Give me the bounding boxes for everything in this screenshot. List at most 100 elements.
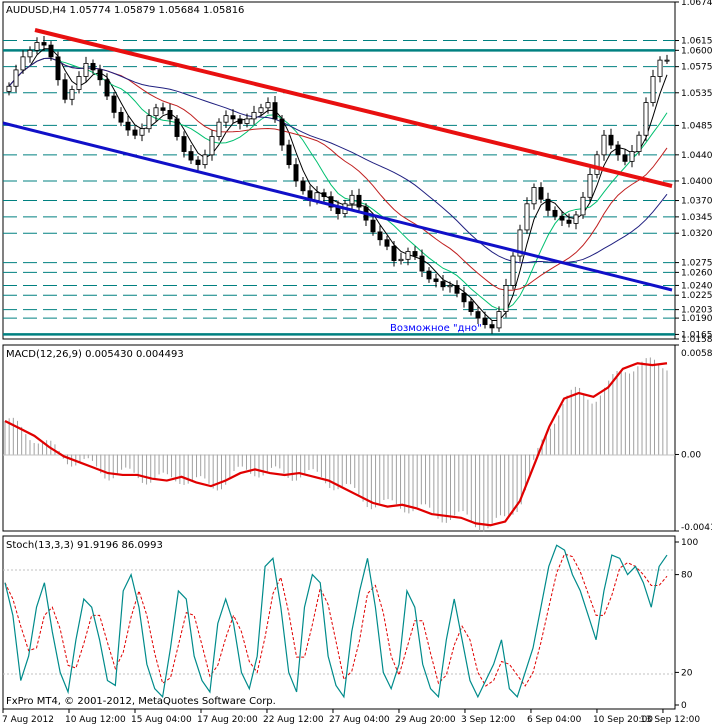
- stoch-main-line: [4, 544, 668, 699]
- stoch-tick-label: 80: [681, 571, 693, 581]
- bear-candle: [181, 136, 187, 152]
- macd-tick-label: 0.00588: [681, 349, 712, 359]
- copyright: FxPro MT4, © 2001-2012, MetaQuotes Softw…: [6, 696, 276, 707]
- bull-candle: [587, 174, 593, 198]
- bear-candle: [622, 154, 628, 162]
- bear-candle: [391, 245, 397, 262]
- bear-candle: [62, 79, 68, 100]
- price-tick-label: 1.06740: [681, 0, 712, 8]
- bull-candle: [258, 107, 264, 113]
- bear-candle: [279, 118, 285, 146]
- bear-candle: [125, 121, 131, 131]
- bull-candle: [664, 59, 670, 62]
- price-tick-label: 1.03700: [681, 197, 712, 207]
- bull-candle: [447, 285, 453, 288]
- bull-candle: [657, 59, 663, 77]
- price-tick-label: 1.02750: [681, 259, 712, 269]
- bear-candle: [272, 102, 278, 120]
- time-axis: 7 Aug 2012 10 Aug 12:00 15 Aug 04:00 17 Aug…: [2, 709, 700, 725]
- bull-candle: [510, 255, 516, 286]
- bear-candle: [48, 44, 54, 58]
- bull-candle: [251, 111, 257, 120]
- bottom-annotation: Возможное "дно": [390, 323, 482, 334]
- bear-candle: [370, 219, 376, 233]
- bull-candle: [531, 187, 537, 205]
- macd-tick-label: -0.00411: [681, 523, 712, 533]
- bear-candle: [468, 301, 474, 312]
- time-tick-label: 15 Aug 04:00: [131, 715, 192, 725]
- stoch-header: Stoch(13,3,3) 91.9196 86.0993: [6, 540, 163, 551]
- bull-candle: [650, 76, 656, 103]
- bull-candle: [209, 136, 215, 156]
- bear-candle: [475, 311, 481, 319]
- price-grid: [3, 40, 675, 336]
- bear-candle: [195, 159, 201, 166]
- bear-candle: [377, 231, 383, 241]
- bear-candle: [566, 219, 572, 224]
- bear-candle: [111, 95, 117, 113]
- support-trendline: [2, 121, 673, 292]
- price-tick-label: 1.03450: [681, 213, 712, 223]
- bull-candle: [265, 102, 271, 109]
- price-tick-label: 1.05750: [681, 63, 712, 73]
- stoch-tick-label: 0: [681, 701, 687, 711]
- price-tick-label: 1.02600: [681, 268, 712, 278]
- price-tick-label: 1.04400: [681, 151, 712, 161]
- bull-candle: [244, 118, 250, 124]
- bull-candle: [34, 42, 40, 51]
- stoch-signal-line: [4, 553, 668, 687]
- stoch-panel: Stoch(13,3,3) 91.9196 86.0993 FxPro MT4,…: [2, 535, 698, 711]
- bear-candle: [90, 62, 96, 71]
- bull-candle: [629, 151, 635, 162]
- macd-panel-frame: [2, 344, 676, 532]
- bull-candle: [349, 194, 355, 205]
- candles: [6, 35, 670, 334]
- bear-candle: [132, 129, 138, 136]
- bear-candle: [321, 192, 327, 198]
- bull-candle: [517, 229, 523, 257]
- main-header: AUDUSD,H4 1.05774 1.05879 1.05684 1.0581…: [6, 5, 244, 16]
- macd-signal-line: [4, 362, 668, 527]
- bear-candle: [356, 194, 362, 208]
- time-tick-label: 6 Sep 04:00: [527, 715, 582, 725]
- bear-candle: [55, 56, 61, 81]
- price-tick-label: 1.05350: [681, 89, 712, 99]
- time-tick-label: 27 Aug 04:00: [329, 715, 390, 725]
- macd-header: MACD(12,26,9) 0.005430 0.004493: [6, 349, 184, 360]
- bear-candle: [160, 107, 166, 111]
- bear-candle: [188, 151, 194, 161]
- price-tick-label: 1.01580: [681, 335, 712, 345]
- bull-candle: [153, 107, 159, 117]
- price-tick-label: 1.04000: [681, 177, 712, 187]
- main-price-panel: AUDUSD,H4 1.05774 1.05879 1.05684 1.0581…: [2, 0, 712, 345]
- bull-candle: [13, 69, 19, 87]
- bear-candle: [328, 196, 334, 208]
- time-tick-label: 7 Aug 2012: [2, 715, 54, 725]
- bear-candle: [552, 209, 558, 217]
- bear-candle: [433, 278, 439, 282]
- bull-candle: [524, 203, 530, 231]
- bear-candle: [230, 115, 236, 120]
- bull-candle: [20, 56, 26, 71]
- time-tick-label: 29 Aug 20:00: [395, 715, 456, 725]
- bull-candle: [83, 62, 89, 77]
- bull-candle: [594, 154, 600, 175]
- price-tick-label: 1.02400: [681, 281, 712, 291]
- price-axis: 1.06740 1.061501.06000 1.05750 1.05350 1.048…: [675, 0, 712, 345]
- bull-candle: [601, 134, 607, 156]
- bear-candle: [237, 118, 243, 124]
- macd-axis: 0.00588 0.00 -0.00411: [675, 344, 712, 533]
- bull-candle: [69, 89, 75, 100]
- price-tick-label: 1.03200: [681, 229, 712, 239]
- bull-candle: [573, 214, 579, 224]
- bear-candle: [300, 180, 306, 192]
- bull-candle: [643, 102, 649, 136]
- bull-candle: [636, 134, 642, 152]
- bear-candle: [384, 239, 390, 247]
- bear-candle: [461, 292, 467, 303]
- bull-candle: [314, 192, 320, 201]
- bull-candle: [223, 115, 229, 123]
- price-tick-label: 1.04850: [681, 121, 712, 131]
- time-tick-label: 13 Sep 12:00: [640, 715, 700, 725]
- macd-panel: MACD(12,26,9) 0.005430 0.004493 0.005880…: [2, 344, 712, 533]
